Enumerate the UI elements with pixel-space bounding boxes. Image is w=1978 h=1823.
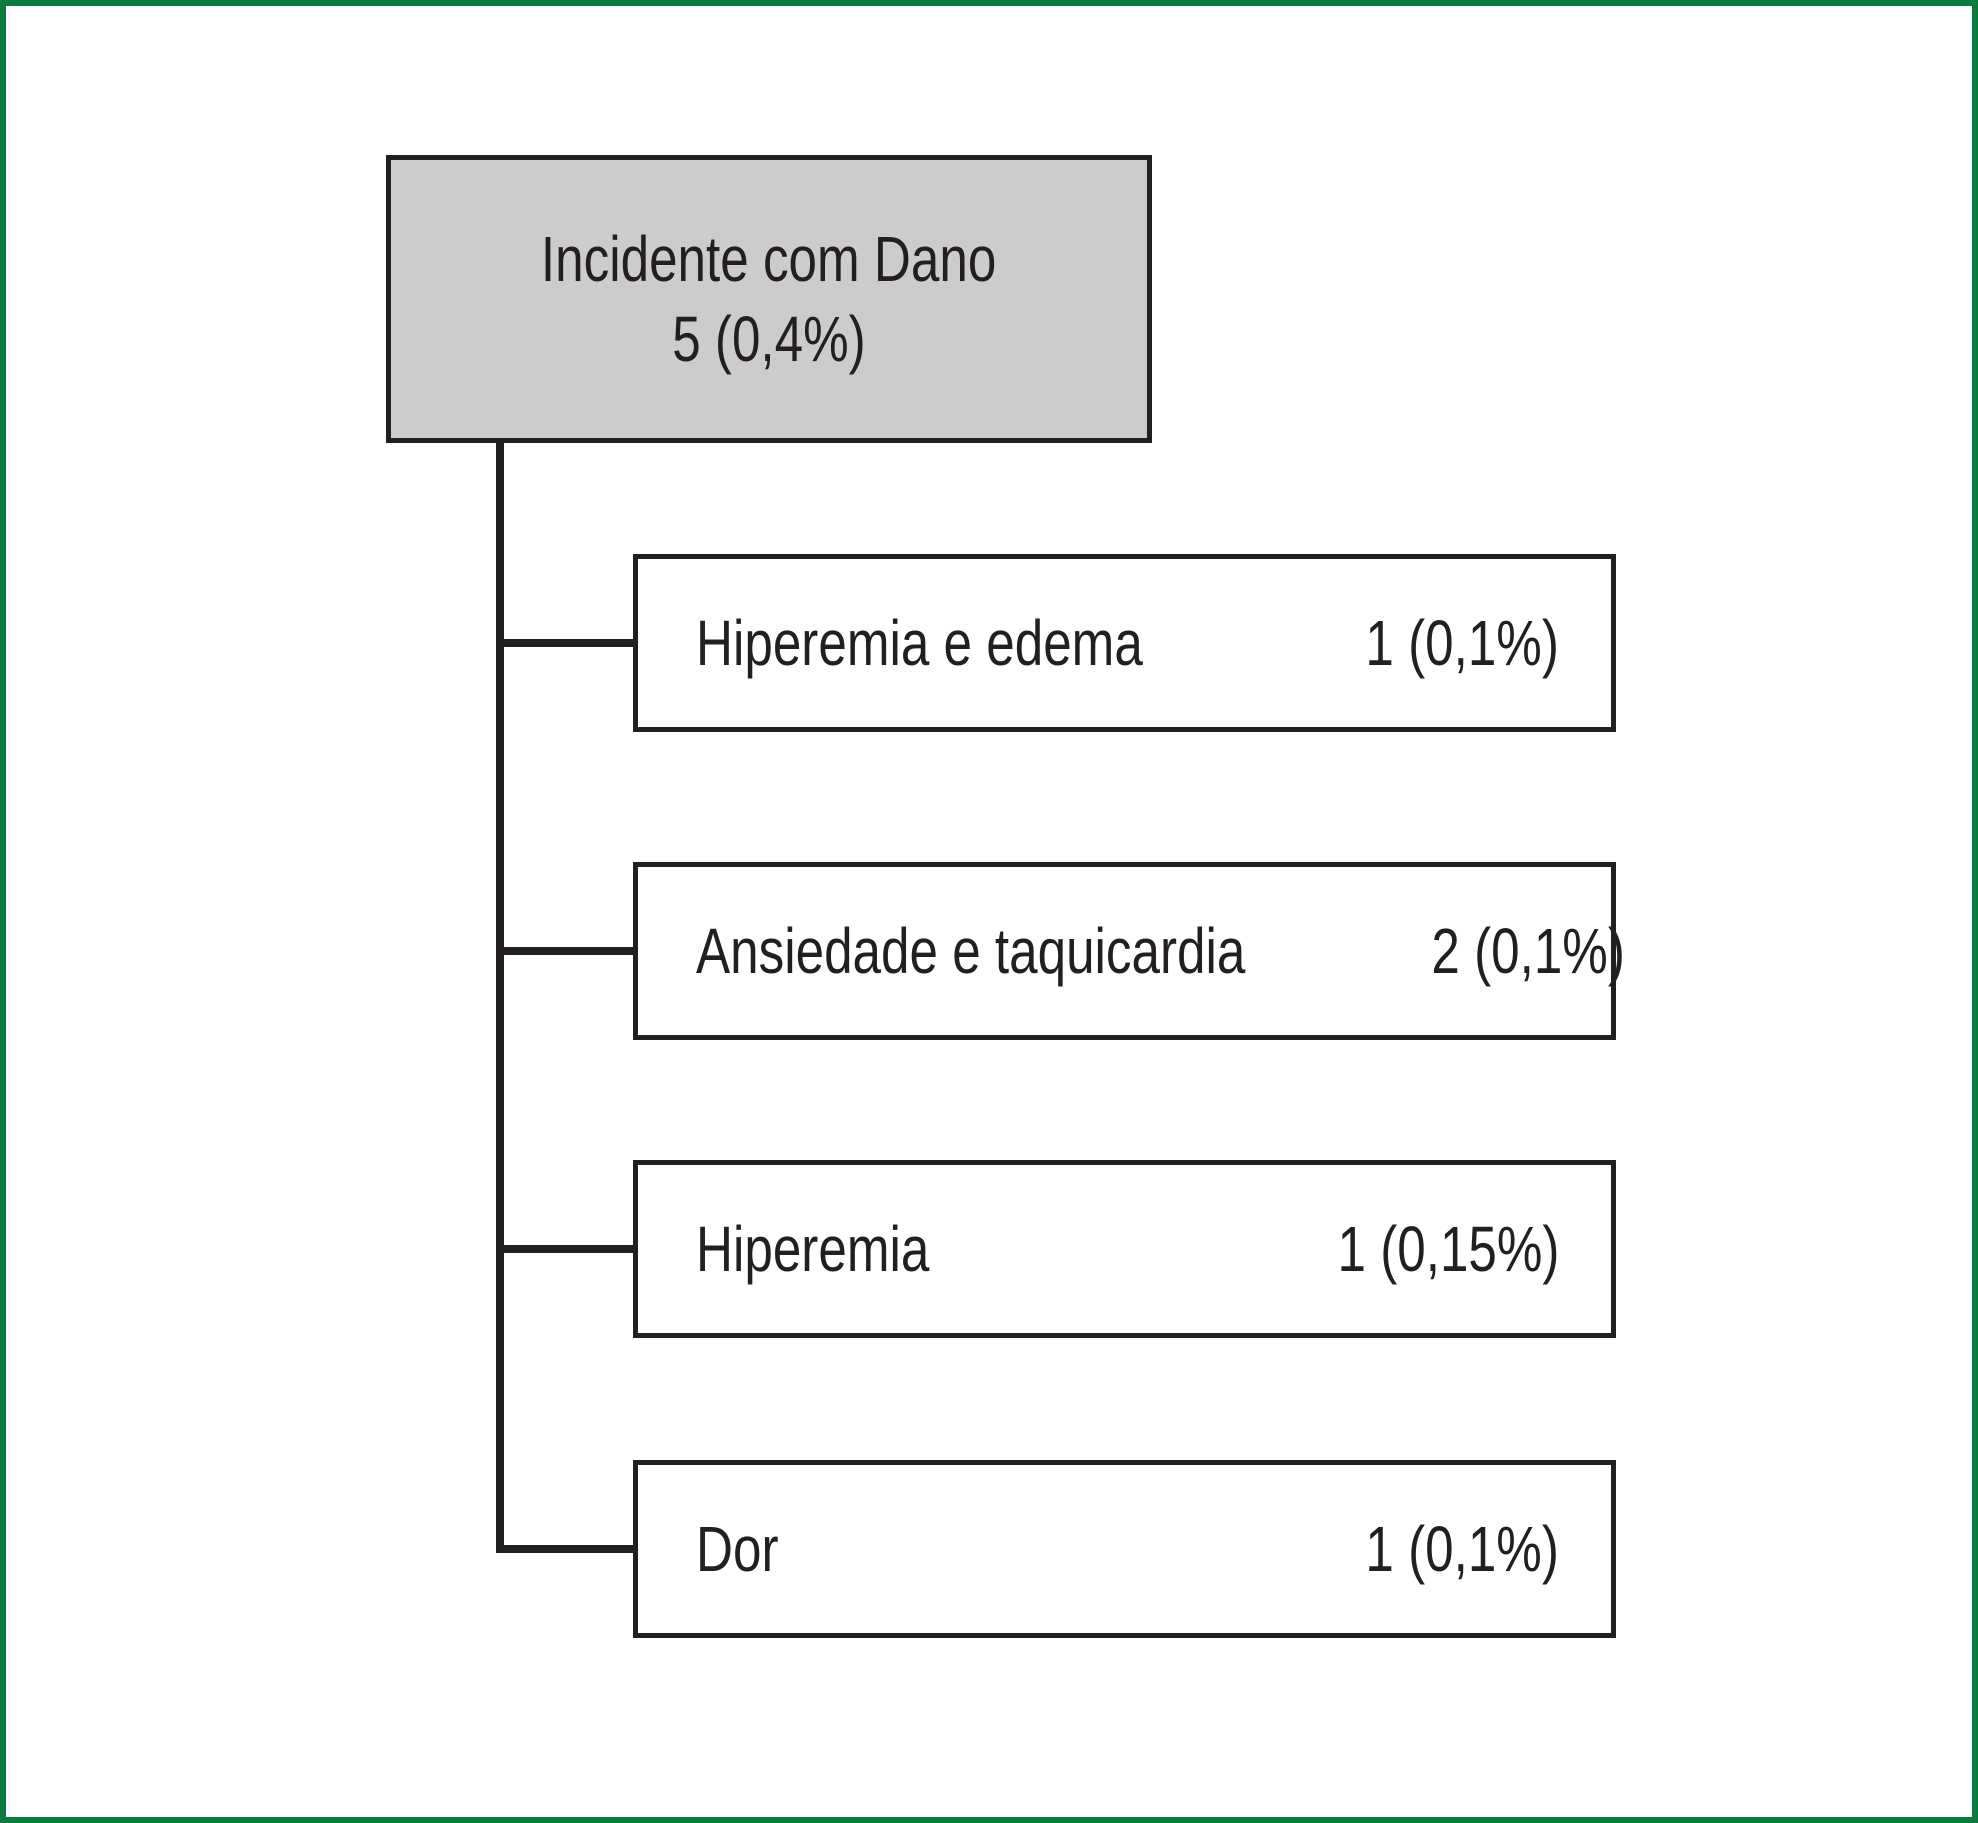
child-node-hiperemia: Hiperemia 1 (0,15%) bbox=[633, 1160, 1616, 1338]
child-node-hiperemia-e-edema: Hiperemia e edema 1 (0,1%) bbox=[633, 554, 1616, 732]
child-node-dor: Dor 1 (0,1%) bbox=[633, 1460, 1616, 1638]
child-node-ansiedade-e-taquicardia: Ansiedade e taquicardia 2 (0,1%) bbox=[633, 862, 1625, 1040]
child-node-label: Dor bbox=[696, 1513, 779, 1585]
child-node-value: 1 (0,15%) bbox=[1337, 1213, 1559, 1285]
child-node-value: 2 (0,1%) bbox=[1431, 915, 1625, 987]
root-node-incidente-com-dano: Incidente com Dano 5 (0,4%) bbox=[386, 155, 1152, 443]
root-node-label: Incidente com Dano bbox=[541, 223, 997, 295]
connector-branch-4 bbox=[496, 1545, 638, 1553]
connector-branch-2 bbox=[496, 947, 638, 955]
child-node-label: Ansiedade e taquicardia bbox=[696, 915, 1246, 987]
connector-trunk-line bbox=[496, 443, 504, 1553]
child-node-label: Hiperemia e edema bbox=[696, 607, 1143, 679]
connector-branch-3 bbox=[496, 1245, 638, 1253]
root-node-value: 5 (0,4%) bbox=[672, 303, 866, 375]
child-node-value: 1 (0,1%) bbox=[1365, 607, 1560, 679]
connector-branch-1 bbox=[496, 639, 638, 647]
child-node-value: 1 (0,1%) bbox=[1365, 1513, 1560, 1585]
child-node-label: Hiperemia bbox=[696, 1213, 930, 1285]
